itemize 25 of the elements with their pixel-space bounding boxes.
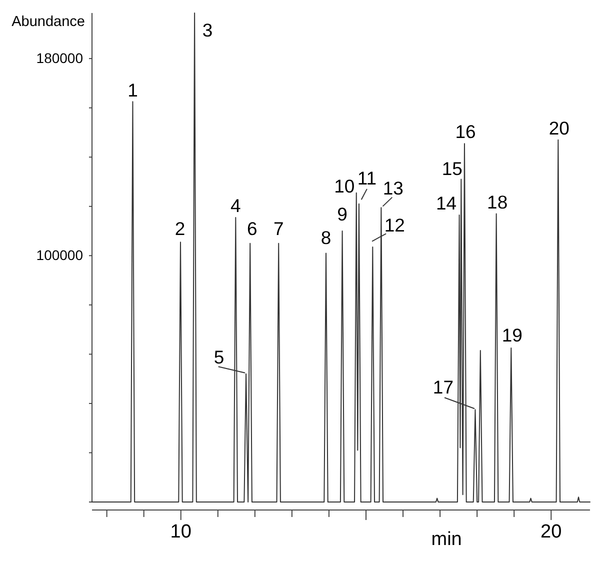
- annotation: 3: [202, 20, 213, 41]
- annotation: 15: [442, 158, 462, 179]
- y-tick-label: 100000: [36, 247, 84, 264]
- annotation: 12: [384, 214, 405, 236]
- y-axis-title: Abundance: [12, 14, 85, 30]
- annotation: 9: [337, 204, 348, 225]
- line-series: [92, 12, 590, 502]
- annotation: 18: [487, 191, 508, 212]
- annotation: 1: [128, 79, 138, 100]
- annotation: 2: [174, 218, 186, 239]
- annotation: 4: [230, 195, 241, 216]
- annotation: 7: [273, 218, 284, 239]
- annotation: 20: [548, 118, 570, 139]
- annotation: 13: [382, 177, 404, 198]
- annotation: 17: [432, 376, 454, 398]
- annotation: 5: [214, 346, 224, 368]
- annotation: 10: [334, 175, 355, 196]
- annotation: 11: [357, 168, 377, 189]
- annotation: 16: [455, 121, 476, 142]
- annotation: 19: [502, 324, 522, 346]
- x-axis-title: min: [431, 529, 462, 550]
- annotation: 8: [320, 226, 332, 248]
- annotation: 14: [436, 192, 457, 214]
- y-tick-label: 180000: [36, 50, 84, 66]
- annotation: 6: [246, 218, 258, 239]
